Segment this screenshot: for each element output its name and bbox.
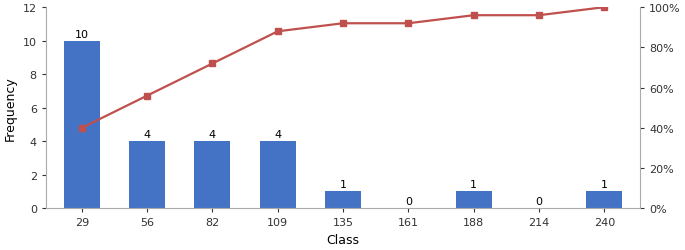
Text: 0: 0 [405, 196, 412, 206]
Bar [456, 192, 492, 208]
Y-axis label: Frequency: Frequency [4, 76, 17, 140]
Text: 1: 1 [340, 180, 347, 190]
Text: 10: 10 [75, 30, 89, 40]
Bar [260, 142, 296, 208]
Bar [586, 192, 622, 208]
Text: 0: 0 [536, 196, 543, 206]
Bar [64, 42, 100, 208]
Bar [195, 142, 230, 208]
Bar [129, 142, 165, 208]
Text: 1: 1 [470, 180, 477, 190]
Text: 4: 4 [274, 130, 282, 140]
Text: 4: 4 [209, 130, 216, 140]
Text: 1: 1 [601, 180, 608, 190]
Bar [325, 192, 361, 208]
Text: 4: 4 [144, 130, 151, 140]
X-axis label: Class: Class [327, 233, 360, 246]
